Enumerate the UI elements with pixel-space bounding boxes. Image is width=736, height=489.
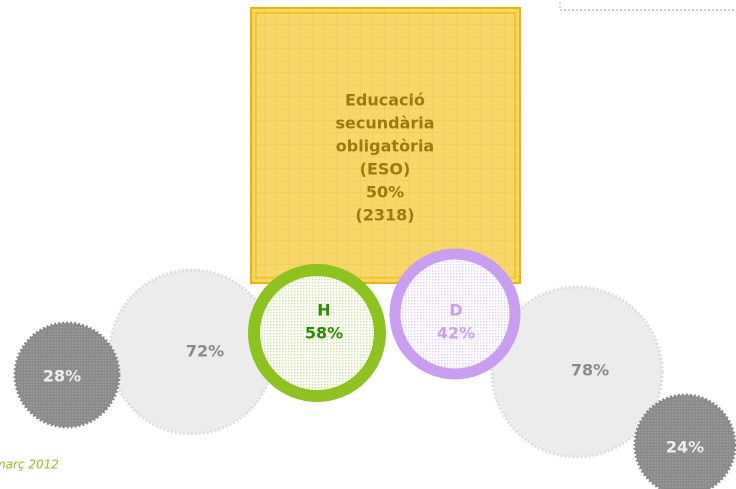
- men-circle: [248, 264, 386, 402]
- left-large-percent: 72%: [186, 342, 224, 361]
- title-line: obligatòria: [336, 137, 434, 156]
- footer-date: març 2012: [0, 458, 59, 472]
- right-small-circle: [633, 393, 736, 489]
- title-text: Educació secundària obligatòria (ESO) 50…: [335, 91, 434, 225]
- left-small-percent: 28%: [43, 367, 81, 386]
- title-count: (2318): [355, 206, 414, 225]
- title-percent: 50%: [366, 183, 404, 202]
- corner-box: [559, 0, 736, 11]
- men-percent: 58%: [305, 324, 343, 343]
- title-box: [250, 7, 521, 284]
- women-label: D: [449, 301, 462, 320]
- right-large-percent: 78%: [571, 361, 609, 380]
- title-box-inner: [255, 12, 516, 279]
- title-line: secundària: [335, 114, 434, 133]
- women-percent: 42%: [437, 324, 475, 343]
- women-circle: [389, 248, 521, 380]
- right-large-circle: [490, 285, 664, 459]
- men-label: H: [317, 301, 330, 320]
- left-small-circle: [13, 321, 121, 429]
- right-small-percent: 24%: [666, 438, 704, 457]
- title-line: (ESO): [360, 160, 411, 179]
- title-line: Educació: [345, 91, 425, 110]
